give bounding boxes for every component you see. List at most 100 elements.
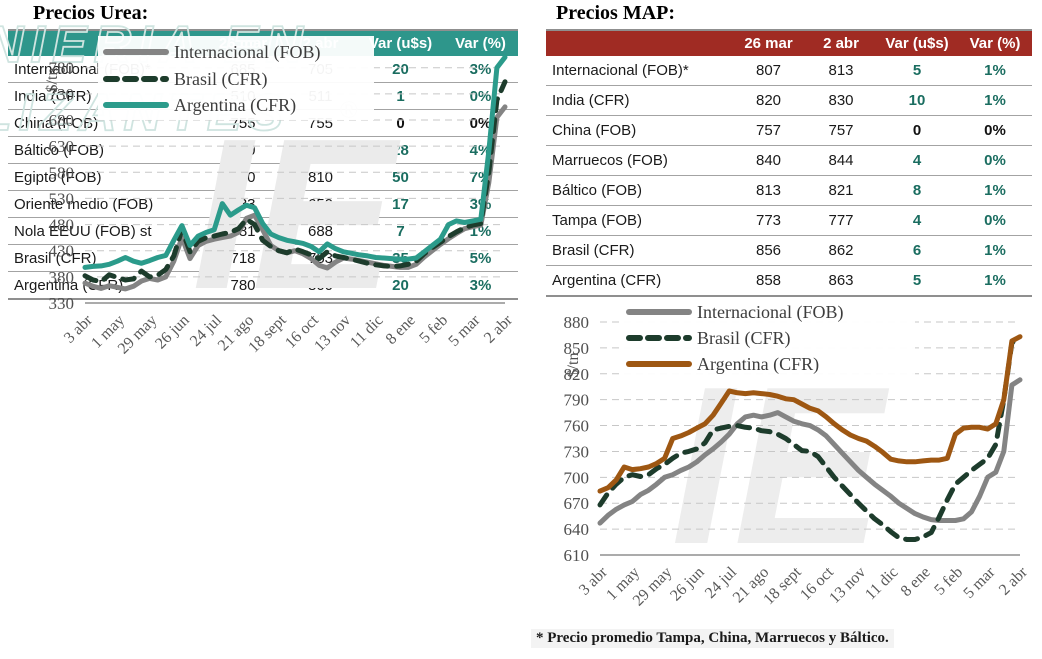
value-var-usd: 4 bbox=[876, 145, 958, 176]
map-price-table: 26 mar 2 abr Var (u$s) Var (%) Internaciona… bbox=[546, 29, 1032, 297]
x-tick-label: 5 feb bbox=[931, 564, 966, 599]
value-26mar: 813 bbox=[731, 175, 806, 206]
y-tick-label: 880 bbox=[564, 313, 590, 332]
row-label: Internacional (FOB)* bbox=[546, 56, 731, 86]
value-2abr: 830 bbox=[806, 85, 876, 116]
x-tick-label: 2 abr bbox=[481, 311, 516, 346]
row-label: China (FOB) bbox=[546, 115, 731, 146]
value-26mar: 670 bbox=[203, 136, 283, 164]
y-tick-label: 730 bbox=[49, 85, 75, 104]
value-var-pct: 1% bbox=[958, 56, 1032, 86]
value-var-usd: 50 bbox=[358, 163, 443, 191]
table-row: Tampa (FOB) 773 777 4 0% bbox=[546, 205, 1032, 236]
x-tick-label: 5 mar bbox=[960, 563, 999, 602]
value-var-usd: 28 bbox=[358, 136, 443, 164]
value-2abr: 821 bbox=[806, 175, 876, 206]
value-var-usd: 4 bbox=[876, 205, 958, 236]
value-2abr: 862 bbox=[806, 235, 876, 266]
value-var-usd: 5 bbox=[876, 265, 958, 297]
series-line-internacional-fob- bbox=[597, 377, 1023, 526]
value-2abr: 800 bbox=[283, 271, 358, 300]
table-row: Internacional (FOB)* 807 813 5 1% bbox=[546, 56, 1032, 86]
table-row: Argentina (CFR) 780 800 20 3% bbox=[8, 271, 518, 300]
value-26mar: 807 bbox=[731, 56, 806, 86]
value-var-pct: 0% bbox=[443, 109, 518, 137]
legend-label: Brasil (CFR) bbox=[697, 328, 791, 349]
value-26mar: 757 bbox=[731, 115, 806, 146]
row-label: Báltico (FOB) bbox=[8, 136, 203, 164]
series-line-argentina-cfr- bbox=[82, 54, 508, 270]
series-line-argentina-cfr- bbox=[597, 334, 1023, 494]
value-var-usd: 5 bbox=[876, 56, 958, 86]
row-label: Argentina (CFR) bbox=[546, 265, 731, 297]
value-var-usd: 6 bbox=[876, 235, 958, 266]
column-header: 26 mar bbox=[744, 35, 793, 52]
column-header: Var (%) bbox=[969, 35, 1021, 52]
value-var-pct: 7% bbox=[443, 163, 518, 191]
value-var-pct: 3% bbox=[443, 271, 518, 300]
value-26mar: 840 bbox=[731, 145, 806, 176]
value-var-usd: 7 bbox=[358, 217, 443, 245]
column-header: Var (u$s) bbox=[368, 35, 433, 52]
table-row: Brasil (CFR) 856 862 6 1% bbox=[546, 235, 1032, 266]
y-tick-label: 630 bbox=[49, 137, 75, 156]
value-var-pct: 1% bbox=[958, 85, 1032, 116]
y-tick-label: 580 bbox=[49, 163, 75, 182]
y-tick-label: 330 bbox=[49, 294, 75, 313]
y-tick-label: 670 bbox=[564, 494, 590, 513]
row-label: Egipto (FOB) bbox=[8, 163, 203, 191]
y-tick-label: 480 bbox=[49, 216, 75, 235]
table-row: Nola EEUU (FOB) st 681 688 7 1% bbox=[8, 217, 518, 245]
value-2abr: 777 bbox=[806, 205, 876, 236]
value-var-pct: 0% bbox=[958, 205, 1032, 236]
y-tick-label: 760 bbox=[564, 417, 590, 436]
y-tick-label: 780 bbox=[49, 59, 75, 78]
y-tick-label: 730 bbox=[564, 442, 590, 461]
value-var-pct: 1% bbox=[958, 175, 1032, 206]
value-26mar: 760 bbox=[203, 163, 283, 191]
value-var-pct: 1% bbox=[958, 235, 1032, 266]
y-axis-grid: 330 380 430 480 530 580 630 680 730 780 bbox=[49, 59, 505, 313]
table-row: Marruecos (FOB) 840 844 4 0% bbox=[546, 145, 1032, 176]
x-tick-label: 8 ene bbox=[898, 564, 934, 600]
column-header: Var (u$s) bbox=[885, 35, 949, 52]
x-tick-label: 26 jun bbox=[152, 312, 193, 353]
table-row: Argentina (CFR) 858 863 5 1% bbox=[546, 265, 1032, 297]
value-26mar: 633 bbox=[203, 190, 283, 218]
row-label: Brasil (CFR) bbox=[546, 235, 731, 266]
map-footnote: * Precio promedio Tampa, China, Marrueco… bbox=[531, 629, 894, 648]
y-tick-label: 640 bbox=[564, 520, 590, 539]
y-tick-label: 430 bbox=[49, 242, 75, 261]
row-label: Tampa (FOB) bbox=[546, 205, 731, 236]
x-tick-label: 5 mar bbox=[445, 311, 484, 350]
map-section-title: Precios MAP: bbox=[556, 2, 676, 24]
value-var-pct: 0% bbox=[958, 115, 1032, 146]
urea-line-chart: NIERIA ENLIZANTES®IE33038043048053058063… bbox=[0, 15, 516, 357]
value-26mar: 780 bbox=[203, 271, 283, 300]
table-row: Báltico (FOB) 813 821 8 1% bbox=[546, 175, 1032, 206]
value-26mar: 856 bbox=[731, 235, 806, 266]
x-tick-label: 5 feb bbox=[416, 312, 451, 347]
value-26mar: 858 bbox=[731, 265, 806, 297]
y-tick-label: 700 bbox=[564, 468, 590, 487]
value-var-pct: 5% bbox=[443, 244, 518, 272]
y-tick-label: 610 bbox=[564, 546, 590, 565]
y-tick-label: 790 bbox=[564, 391, 590, 410]
value-2abr: 650 bbox=[283, 190, 358, 218]
legend: Internacional (FOB) Brasil (CFR) Argentina… bbox=[621, 297, 915, 379]
legend: Internacional (FOB) Brasil (CFR) Argentina… bbox=[98, 36, 374, 120]
value-26mar: 718 bbox=[203, 244, 283, 272]
value-var-usd: 8 bbox=[876, 175, 958, 206]
y-tick-label: 380 bbox=[49, 268, 75, 287]
row-label: Báltico (FOB) bbox=[546, 175, 731, 206]
row-label: Nola EEUU (FOB) st bbox=[8, 217, 203, 245]
table-row: Oriente medio (FOB) 633 650 17 3% bbox=[8, 190, 518, 218]
value-2abr: 757 bbox=[806, 115, 876, 146]
value-var-pct: 0% bbox=[443, 82, 518, 110]
value-26mar: 820 bbox=[731, 85, 806, 116]
value-var-usd: 0 bbox=[876, 115, 958, 146]
map-table-header: 26 mar 2 abr Var (u$s) Var (%) bbox=[546, 30, 1032, 56]
value-var-pct: 0% bbox=[958, 145, 1032, 176]
